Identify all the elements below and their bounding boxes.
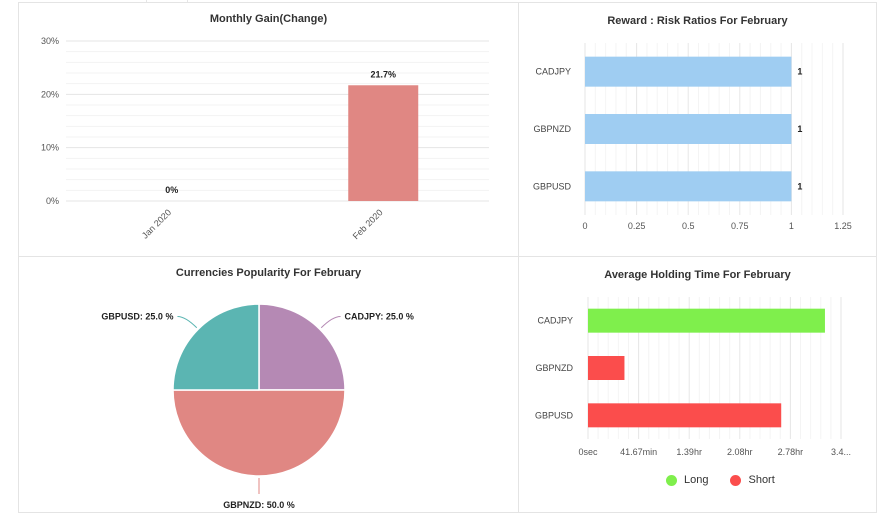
legend-short-label: Short	[748, 474, 775, 486]
legend-long-label: Long	[684, 474, 709, 486]
x-tick-label: 0	[582, 221, 587, 231]
y-tick-label: GBPNZD	[535, 363, 573, 373]
bar	[588, 403, 782, 428]
x-tick-label: 3.4...	[831, 447, 851, 457]
y-tick-label: GBPNZD	[533, 124, 571, 134]
bar	[585, 114, 792, 144]
monthly-gain-title: Monthly Gain(Change)	[209, 13, 328, 25]
holding-time-title: Average Holding Time For February	[604, 269, 791, 281]
x-tick-label: Feb 2020	[351, 207, 385, 241]
y-tick-label: CADJPY	[537, 316, 573, 326]
monthly-gain-panel: Monthly Gain(Change) 0% 10% 20% 30% 0% Jan 20…	[18, 2, 519, 257]
popularity-chart: CADJPY: 25.0 % GBPNZD: 50.0 % GBPUSD: 25.0…	[101, 303, 414, 510]
legend-item-long[interactable]: Long	[666, 474, 708, 486]
data-label: 21.7%	[370, 69, 396, 79]
x-tick-label: 2.78hr	[778, 447, 804, 457]
y-tick-label: 30%	[41, 36, 59, 46]
y-tick-label: 20%	[41, 89, 59, 99]
popularity-panel: Currencies Popularity For February CADJP…	[18, 256, 519, 513]
x-tick-label: 0.75	[731, 221, 749, 231]
reward-risk-panel: Reward : Risk Ratios For February 0 0.25 0…	[518, 2, 877, 257]
bar	[585, 171, 792, 202]
x-tick-label: 2.08hr	[727, 447, 753, 457]
x-tick-label: 1.39hr	[676, 447, 702, 457]
legend-long-marker	[666, 474, 677, 486]
pie-slice	[172, 389, 346, 477]
data-label: 0%	[165, 185, 178, 195]
x-tick-label: 41.67min	[620, 447, 657, 457]
x-tick-label: 0sec	[578, 447, 598, 457]
legend-short-marker	[730, 474, 742, 486]
bar	[348, 85, 419, 201]
holding-time-chart: 0sec 41.67min 1.39hr 2.08hr 2.78hr 3.4... CADJ…	[535, 297, 851, 457]
pie-label: GBPNZD: 50.0 %	[223, 500, 295, 510]
bar	[588, 308, 825, 333]
y-tick-label: GBPUSD	[533, 181, 572, 191]
holding-time-panel: Average Holding Time For February 0sec 41…	[518, 256, 877, 513]
data-label: 1	[797, 67, 802, 77]
popularity-title: Currencies Popularity For February	[175, 267, 362, 279]
bar	[588, 356, 625, 380]
pie-connector	[320, 315, 341, 329]
y-tick-label: GBPUSD	[535, 410, 574, 420]
x-tick-label: Jan 2020	[140, 207, 173, 240]
reward-risk-title: Reward : Risk Ratios For February	[607, 15, 788, 27]
monthly-gain-chart: 0% 10% 20% 30% 0% Jan 2020 21.7% Feb 2020	[41, 36, 489, 241]
pie-label: CADJPY: 25.0 %	[345, 311, 414, 321]
data-label: 1	[797, 124, 802, 134]
x-tick-label: 0.25	[628, 221, 646, 231]
pie-label: GBPUSD: 25.0 %	[101, 311, 173, 321]
pie-slice	[172, 303, 260, 391]
x-tick-label: 0.5	[682, 221, 695, 231]
data-label: 1	[797, 181, 802, 191]
legend-item-short[interactable]: Short	[730, 474, 775, 486]
x-tick-label: 1.25	[834, 221, 852, 231]
y-tick-label: 0%	[46, 196, 59, 206]
pie-connector	[177, 315, 198, 329]
pie-slice	[258, 303, 346, 391]
y-tick-label: 10%	[41, 143, 59, 153]
bar	[585, 56, 792, 87]
reward-risk-chart: 0 0.25 0.5 0.75 1 1.25 CADJPY 1 GBPNZD 1 GBPUSD 1	[533, 43, 852, 231]
x-tick-label: 1	[789, 221, 794, 231]
holding-time-legend: Long Short	[666, 474, 797, 486]
y-tick-label: CADJPY	[535, 67, 571, 77]
